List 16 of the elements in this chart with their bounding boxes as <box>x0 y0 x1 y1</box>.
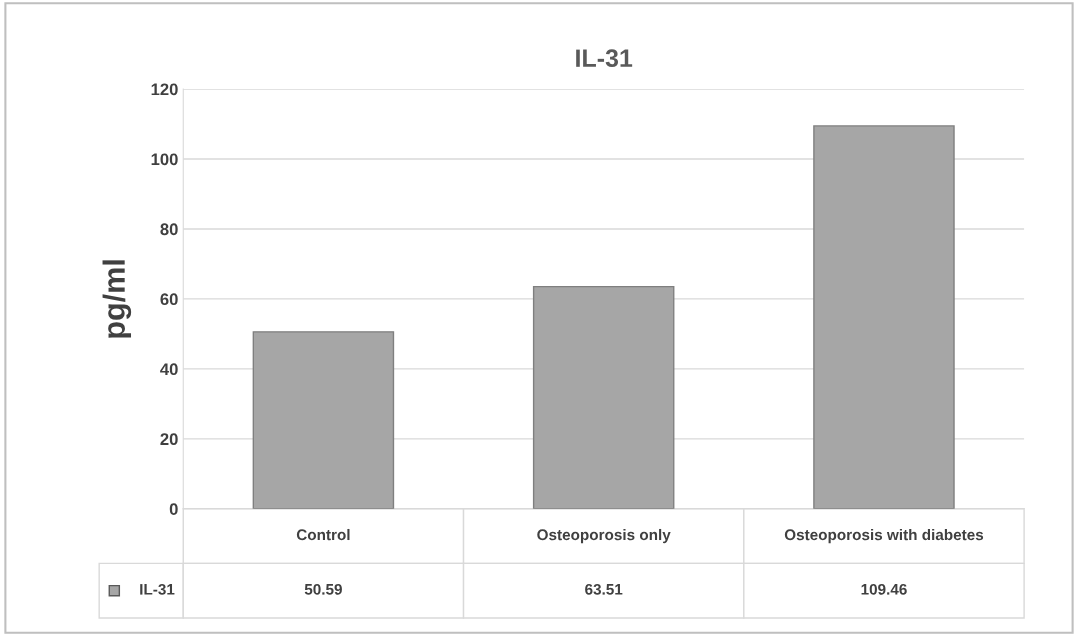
data-label: 109.46 <box>861 583 907 595</box>
y-tick-label: 40 <box>160 363 178 376</box>
data-label: 63.51 <box>585 583 623 595</box>
y-tick-label: 0 <box>169 503 178 515</box>
y-tick-label: 80 <box>160 223 178 236</box>
legend-label: IL-31 <box>140 583 175 595</box>
y-tick-label: 60 <box>160 293 178 306</box>
y-tick-label: 100 <box>151 153 178 166</box>
y-tick-label: 120 <box>151 83 178 96</box>
y-axis-title: pg/ml <box>102 260 132 338</box>
x-tick-label: Osteoporosis only <box>537 528 671 544</box>
y-tick-label: 20 <box>160 433 178 446</box>
x-tick-label: Control <box>296 528 350 541</box>
x-tick-label: Osteoporosis with diabetes <box>784 528 984 544</box>
data-label: 50.59 <box>304 583 342 595</box>
chart-title: IL-31 <box>576 49 633 68</box>
